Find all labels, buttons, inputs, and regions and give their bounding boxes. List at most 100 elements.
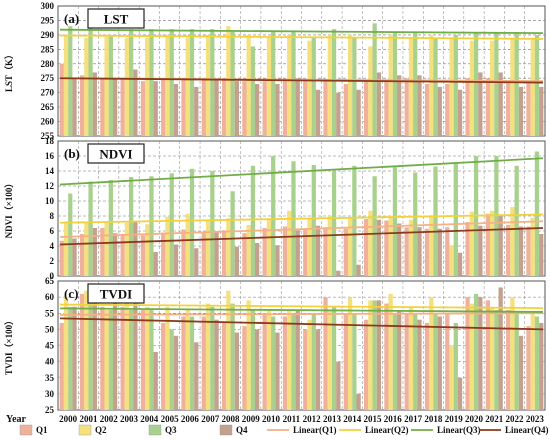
bar-q3-2021 (494, 310, 499, 410)
bar-q4-2022 (518, 86, 524, 136)
bar-q4-2013 (336, 270, 341, 276)
bar-q2-2011 (287, 210, 292, 276)
bar-q2-2002 (104, 310, 109, 410)
legend-label: Linear(Q3) (437, 425, 481, 435)
bar-q1-2003 (120, 78, 125, 136)
bar-q4-2020 (478, 225, 483, 276)
y-tick-label: 12 (45, 181, 55, 191)
bar-q1-2013 (323, 227, 328, 276)
bar-q1-2011 (282, 226, 288, 276)
y-tick-label: 16 (45, 151, 55, 161)
bar-q1-2016 (384, 220, 389, 276)
bar-q2-2009 (246, 34, 251, 136)
x-tick-label: 2023 (526, 414, 545, 424)
bar-q3-2014 (352, 37, 357, 136)
y-tick-label: 270 (41, 88, 55, 98)
x-tick-label: 2018 (424, 414, 443, 424)
bar-q1-2012 (303, 81, 308, 136)
bar-q2-2009 (246, 225, 251, 276)
bar-q4-2017 (417, 227, 422, 276)
bar-q4-2013 (336, 361, 341, 411)
y-axis-label: LST（K） (4, 50, 14, 92)
bar-q2-2012 (307, 319, 312, 410)
bar-q2-2006 (185, 310, 190, 410)
bar-q4-2006 (194, 86, 199, 136)
bar-q2-2021 (490, 306, 495, 410)
legend-item-q2: Q2 (78, 424, 107, 436)
trend-linearq1 (59, 312, 544, 316)
bar-q3-2006 (189, 29, 195, 136)
bar-q1-2010 (262, 313, 267, 410)
bar-q4-2005 (173, 335, 179, 410)
legend-item-linearq2: Linear(Q2) (339, 425, 409, 435)
bar-q4-2011 (295, 310, 300, 410)
bar-q2-2022 (510, 37, 515, 136)
bar-q1-2009 (242, 233, 247, 276)
x-tick-label: 2009 (242, 414, 261, 424)
bar-q4-2005 (173, 244, 179, 276)
bar-q2-2005 (165, 306, 170, 410)
legend-label: Q4 (236, 425, 248, 435)
bar-q1-2001 (79, 75, 85, 136)
bar-q4-2007 (214, 78, 219, 136)
bar-q2-2007 (205, 220, 211, 276)
y-tick-label: 45 (45, 341, 55, 351)
bar-q4-2014 (356, 393, 361, 411)
bar-q1-2000 (59, 63, 64, 136)
bar-q4-2003 (133, 69, 138, 136)
y-tick-label: 295 (41, 15, 55, 25)
panel-title-box (87, 283, 145, 304)
bar-q4-2018 (437, 316, 442, 410)
bar-q4-2018 (437, 86, 442, 136)
bar-q4-2005 (173, 84, 179, 136)
bar-q2-2019 (449, 37, 454, 136)
bar-q3-2012 (311, 313, 316, 410)
bar-q1-2020 (465, 78, 470, 136)
bar-q1-2018 (424, 322, 430, 410)
trend-linearq4 (59, 77, 544, 84)
bar-q4-2002 (112, 300, 118, 410)
bar-q4-2003 (133, 222, 138, 276)
bar-q4-2003 (133, 303, 138, 410)
bar-q4-2019 (457, 89, 463, 136)
bar-q3-2019 (453, 162, 458, 276)
bar-q4-2010 (275, 332, 280, 410)
x-tick-label: 2008 (221, 414, 240, 424)
bar-q2-2006 (185, 213, 190, 276)
bar-q3-2000 (68, 306, 73, 410)
bar-q4-2004 (153, 252, 158, 276)
legend-swatch (19, 424, 33, 436)
bar-q3-2006 (189, 168, 195, 276)
bar-q2-2022 (510, 207, 515, 276)
bar-q2-2000 (63, 34, 69, 136)
bar-q2-2004 (145, 224, 150, 276)
bar-q1-2023 (526, 81, 531, 136)
bar-q1-2014 (343, 313, 348, 410)
bar-q3-2009 (250, 310, 256, 410)
bar-q2-2019 (449, 245, 454, 276)
bar-q2-2010 (266, 37, 272, 136)
legend-swatch (219, 424, 233, 436)
x-tick-label: 2011 (283, 414, 301, 424)
bar-q2-2014 (347, 34, 353, 136)
bar-q1-2003 (120, 306, 125, 410)
bar-q1-2020 (465, 297, 470, 411)
y-tick-label: 0 (50, 271, 55, 281)
bar-q2-2008 (226, 218, 231, 276)
y-tick-label: 25 (45, 405, 55, 415)
bar-q3-2005 (169, 329, 174, 411)
bar-q4-2004 (153, 81, 158, 136)
bar-q2-2017 (408, 37, 414, 136)
y-tick-label: 55 (45, 308, 55, 318)
bar-q2-2015 (368, 300, 373, 410)
bar-q3-2006 (189, 316, 195, 410)
x-tick-label: 2015 (364, 414, 383, 424)
bar-q1-2022 (506, 225, 511, 276)
y-axis-label: NDVI（×100） (4, 179, 14, 239)
bar-q3-2017 (413, 32, 418, 136)
bar-q4-2019 (457, 377, 463, 410)
bar-q3-2009 (250, 165, 256, 276)
bar-q1-2014 (343, 228, 348, 276)
x-tick-label: 2019 (445, 414, 464, 424)
bar-q4-2016 (397, 310, 402, 410)
